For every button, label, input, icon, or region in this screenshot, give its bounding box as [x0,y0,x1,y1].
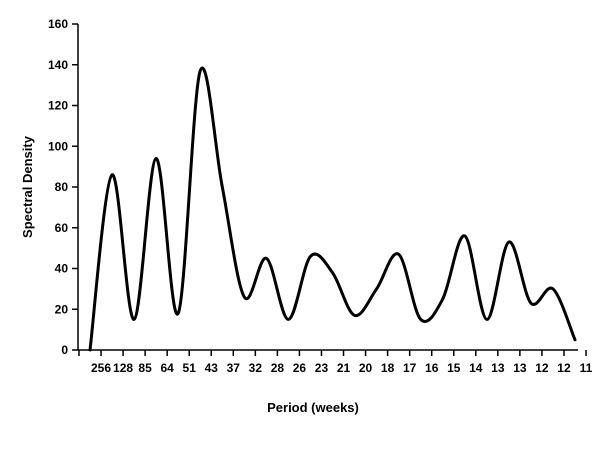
x-tick-label: 26 [293,361,307,375]
x-tick-label: 256 [91,361,111,375]
x-tick-label: 12 [557,361,571,375]
y-tick-label: 100 [48,139,68,153]
x-tick-label: 128 [113,361,133,375]
y-axis-ticks: 0 20 40 60 80 100 120 140 160 [48,17,78,357]
x-tick-label: 13 [491,361,505,375]
x-axis-ticks: 256 128 85 64 51 43 37 32 28 26 23 21 20 18 17 16 15 14 13… [78,350,593,375]
y-tick-label: 120 [48,99,68,113]
spectral-density-series-line [88,66,577,352]
x-tick-label: 15 [447,361,461,375]
x-tick-label: 12 [535,361,549,375]
y-tick-label: 40 [55,262,69,276]
x-tick-label: 85 [138,361,152,375]
x-tick-label: 14 [469,361,483,375]
x-tick-label: 32 [249,361,263,375]
x-tick-label: 17 [403,361,417,375]
x-tick-label: 37 [227,361,241,375]
x-tick-label: 20 [359,361,373,375]
x-tick-label: 21 [337,361,351,375]
x-tick-label: 16 [425,361,439,375]
x-tick-label: 64 [160,361,174,375]
y-tick-label: 60 [55,221,69,235]
x-axis-title: Period (weeks) [267,400,359,415]
x-tick-label: 43 [205,361,219,375]
x-tick-label: 11 [580,361,593,375]
x-tick-label: 23 [315,361,329,375]
x-tick-label: 51 [183,361,197,375]
x-tick-label: 13 [513,361,527,375]
y-axis-title: Spectral Density [20,135,35,238]
x-tick-label: 28 [271,361,285,375]
x-tick-label: 18 [381,361,395,375]
y-tick-label: 0 [61,343,68,357]
y-tick-label: 140 [48,58,68,72]
y-tick-label: 20 [55,302,69,316]
y-tick-label: 160 [48,17,68,31]
y-tick-label: 80 [55,180,69,194]
